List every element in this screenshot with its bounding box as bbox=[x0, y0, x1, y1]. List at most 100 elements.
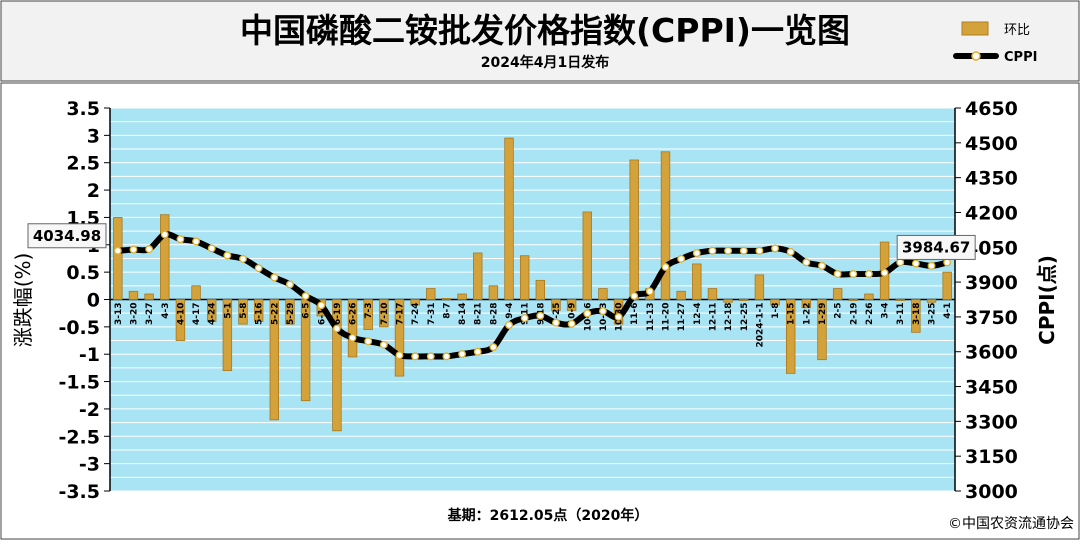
right-tick-label: 3900 bbox=[965, 272, 1018, 294]
x-tick-label: 6-12 bbox=[317, 303, 327, 326]
x-tick-label: 7-10 bbox=[380, 303, 390, 326]
bar bbox=[707, 288, 718, 300]
right-tick-label: 3450 bbox=[965, 377, 1018, 399]
legend-bar-label: 环比 bbox=[1004, 23, 1030, 38]
left-tick-label: 3.5 bbox=[66, 98, 100, 120]
right-tick-label: 3300 bbox=[965, 411, 1018, 433]
left-axis: 3.532.521.510.50-0.5-1-1.5-2-2.5-3-3.5 bbox=[58, 98, 111, 503]
x-tick-label: 8-7 bbox=[442, 303, 452, 319]
bar bbox=[926, 299, 937, 303]
chart-subtitle: 2024年4月1日发布 bbox=[481, 54, 609, 71]
cppi-point bbox=[176, 235, 185, 244]
cppi-point bbox=[301, 292, 310, 300]
bar bbox=[817, 299, 827, 361]
cppi-point bbox=[739, 246, 748, 255]
bar bbox=[770, 299, 780, 306]
x-tick-label: 12-4 bbox=[693, 303, 703, 326]
left-tick-label: 0.5 bbox=[66, 262, 100, 284]
left-tick-label: -2.5 bbox=[58, 426, 100, 448]
x-tick-label: 6-19 bbox=[333, 303, 343, 326]
bar bbox=[379, 299, 389, 328]
x-tick-label: 3-27 bbox=[145, 303, 155, 326]
copyright-note: ©中国农资流通协会 bbox=[948, 516, 1074, 532]
cppi-point bbox=[426, 352, 435, 361]
cppi-point bbox=[833, 270, 842, 278]
header-band bbox=[0, 0, 1080, 82]
bar bbox=[692, 263, 702, 300]
right-tick-label: 3600 bbox=[965, 342, 1018, 364]
left-tick-label: -2 bbox=[79, 399, 100, 421]
bar bbox=[911, 299, 921, 333]
x-tick-label: 3-11 bbox=[896, 303, 906, 326]
cppi-point bbox=[849, 270, 858, 278]
right-axis-title: CPPI(点) bbox=[1035, 255, 1059, 345]
bar bbox=[238, 299, 248, 325]
x-tick-label: 7-17 bbox=[395, 303, 405, 326]
left-tick-label: -1 bbox=[79, 344, 100, 366]
cppi-point bbox=[818, 261, 826, 270]
bar bbox=[582, 211, 592, 300]
bar bbox=[676, 290, 686, 300]
x-tick-label: 7-24 bbox=[411, 303, 421, 326]
bar bbox=[207, 299, 217, 322]
cppi-point bbox=[896, 258, 905, 267]
x-tick-label: 4-24 bbox=[208, 303, 218, 326]
cppi-point bbox=[943, 258, 952, 267]
left-tick-label: -3 bbox=[79, 454, 100, 476]
left-tick-label: 0 bbox=[87, 290, 100, 312]
bar bbox=[598, 288, 608, 300]
x-tick-label: 12-18 bbox=[724, 303, 734, 332]
cppi-point bbox=[489, 343, 498, 352]
left-tick-label: 2.5 bbox=[66, 153, 100, 175]
x-tick-label: 3-4 bbox=[881, 303, 891, 319]
bar bbox=[144, 293, 154, 300]
x-tick-label: 3-25 bbox=[928, 303, 938, 326]
legend: 环比 CPPI bbox=[953, 21, 1037, 65]
x-tick-label: 11-13 bbox=[646, 303, 656, 332]
x-tick-label: 3-20 bbox=[129, 303, 139, 326]
x-tick-label: 12-25 bbox=[740, 303, 750, 332]
bar bbox=[457, 293, 467, 300]
x-tick-label: 9-11 bbox=[521, 303, 531, 326]
x-tick-label: 7-31 bbox=[427, 303, 437, 326]
cppi-point bbox=[192, 237, 201, 246]
x-tick-label: 4-17 bbox=[192, 303, 202, 326]
cppi-point bbox=[145, 245, 154, 254]
cppi-point bbox=[583, 309, 592, 318]
bar bbox=[488, 285, 499, 300]
bar bbox=[723, 299, 733, 303]
bar bbox=[426, 288, 436, 300]
cppi-point bbox=[473, 347, 482, 356]
x-tick-label: 12-11 bbox=[708, 303, 718, 332]
right-tick-label: 4200 bbox=[965, 202, 1018, 224]
bar bbox=[801, 299, 812, 309]
cppi-point bbox=[614, 312, 623, 321]
cppi-point bbox=[661, 263, 670, 271]
cppi-point bbox=[630, 292, 639, 300]
cppi-point bbox=[552, 318, 560, 327]
bar bbox=[566, 299, 577, 311]
cppi-point bbox=[129, 245, 138, 254]
cppi-point bbox=[395, 351, 404, 360]
bar bbox=[175, 299, 186, 341]
bar bbox=[739, 299, 749, 301]
bar bbox=[253, 299, 264, 322]
bar bbox=[363, 299, 373, 330]
x-tick-label: 7-3 bbox=[364, 303, 374, 319]
cppi-point bbox=[223, 251, 232, 260]
x-tick-label: 9-25 bbox=[552, 303, 562, 326]
left-tick-label: 3 bbox=[87, 125, 100, 147]
x-tick-label: 4-1 bbox=[943, 303, 953, 319]
x-tick-label: 2024-1-1 bbox=[755, 303, 765, 348]
x-tick-label: 5-29 bbox=[286, 303, 296, 326]
bar bbox=[332, 299, 342, 432]
x-tick-label: 8-14 bbox=[458, 303, 468, 326]
right-tick-label: 3000 bbox=[965, 481, 1018, 503]
x-tick-label: 5-16 bbox=[255, 303, 265, 326]
chart-title: 中国磷酸二铵批发价格指数(CPPI)一览图 bbox=[240, 11, 850, 50]
x-tick-label: 1-22 bbox=[802, 303, 812, 326]
x-tick-label: 1-29 bbox=[818, 303, 828, 326]
cppi-point bbox=[239, 254, 247, 263]
x-tick-label: 9-4 bbox=[505, 303, 515, 319]
